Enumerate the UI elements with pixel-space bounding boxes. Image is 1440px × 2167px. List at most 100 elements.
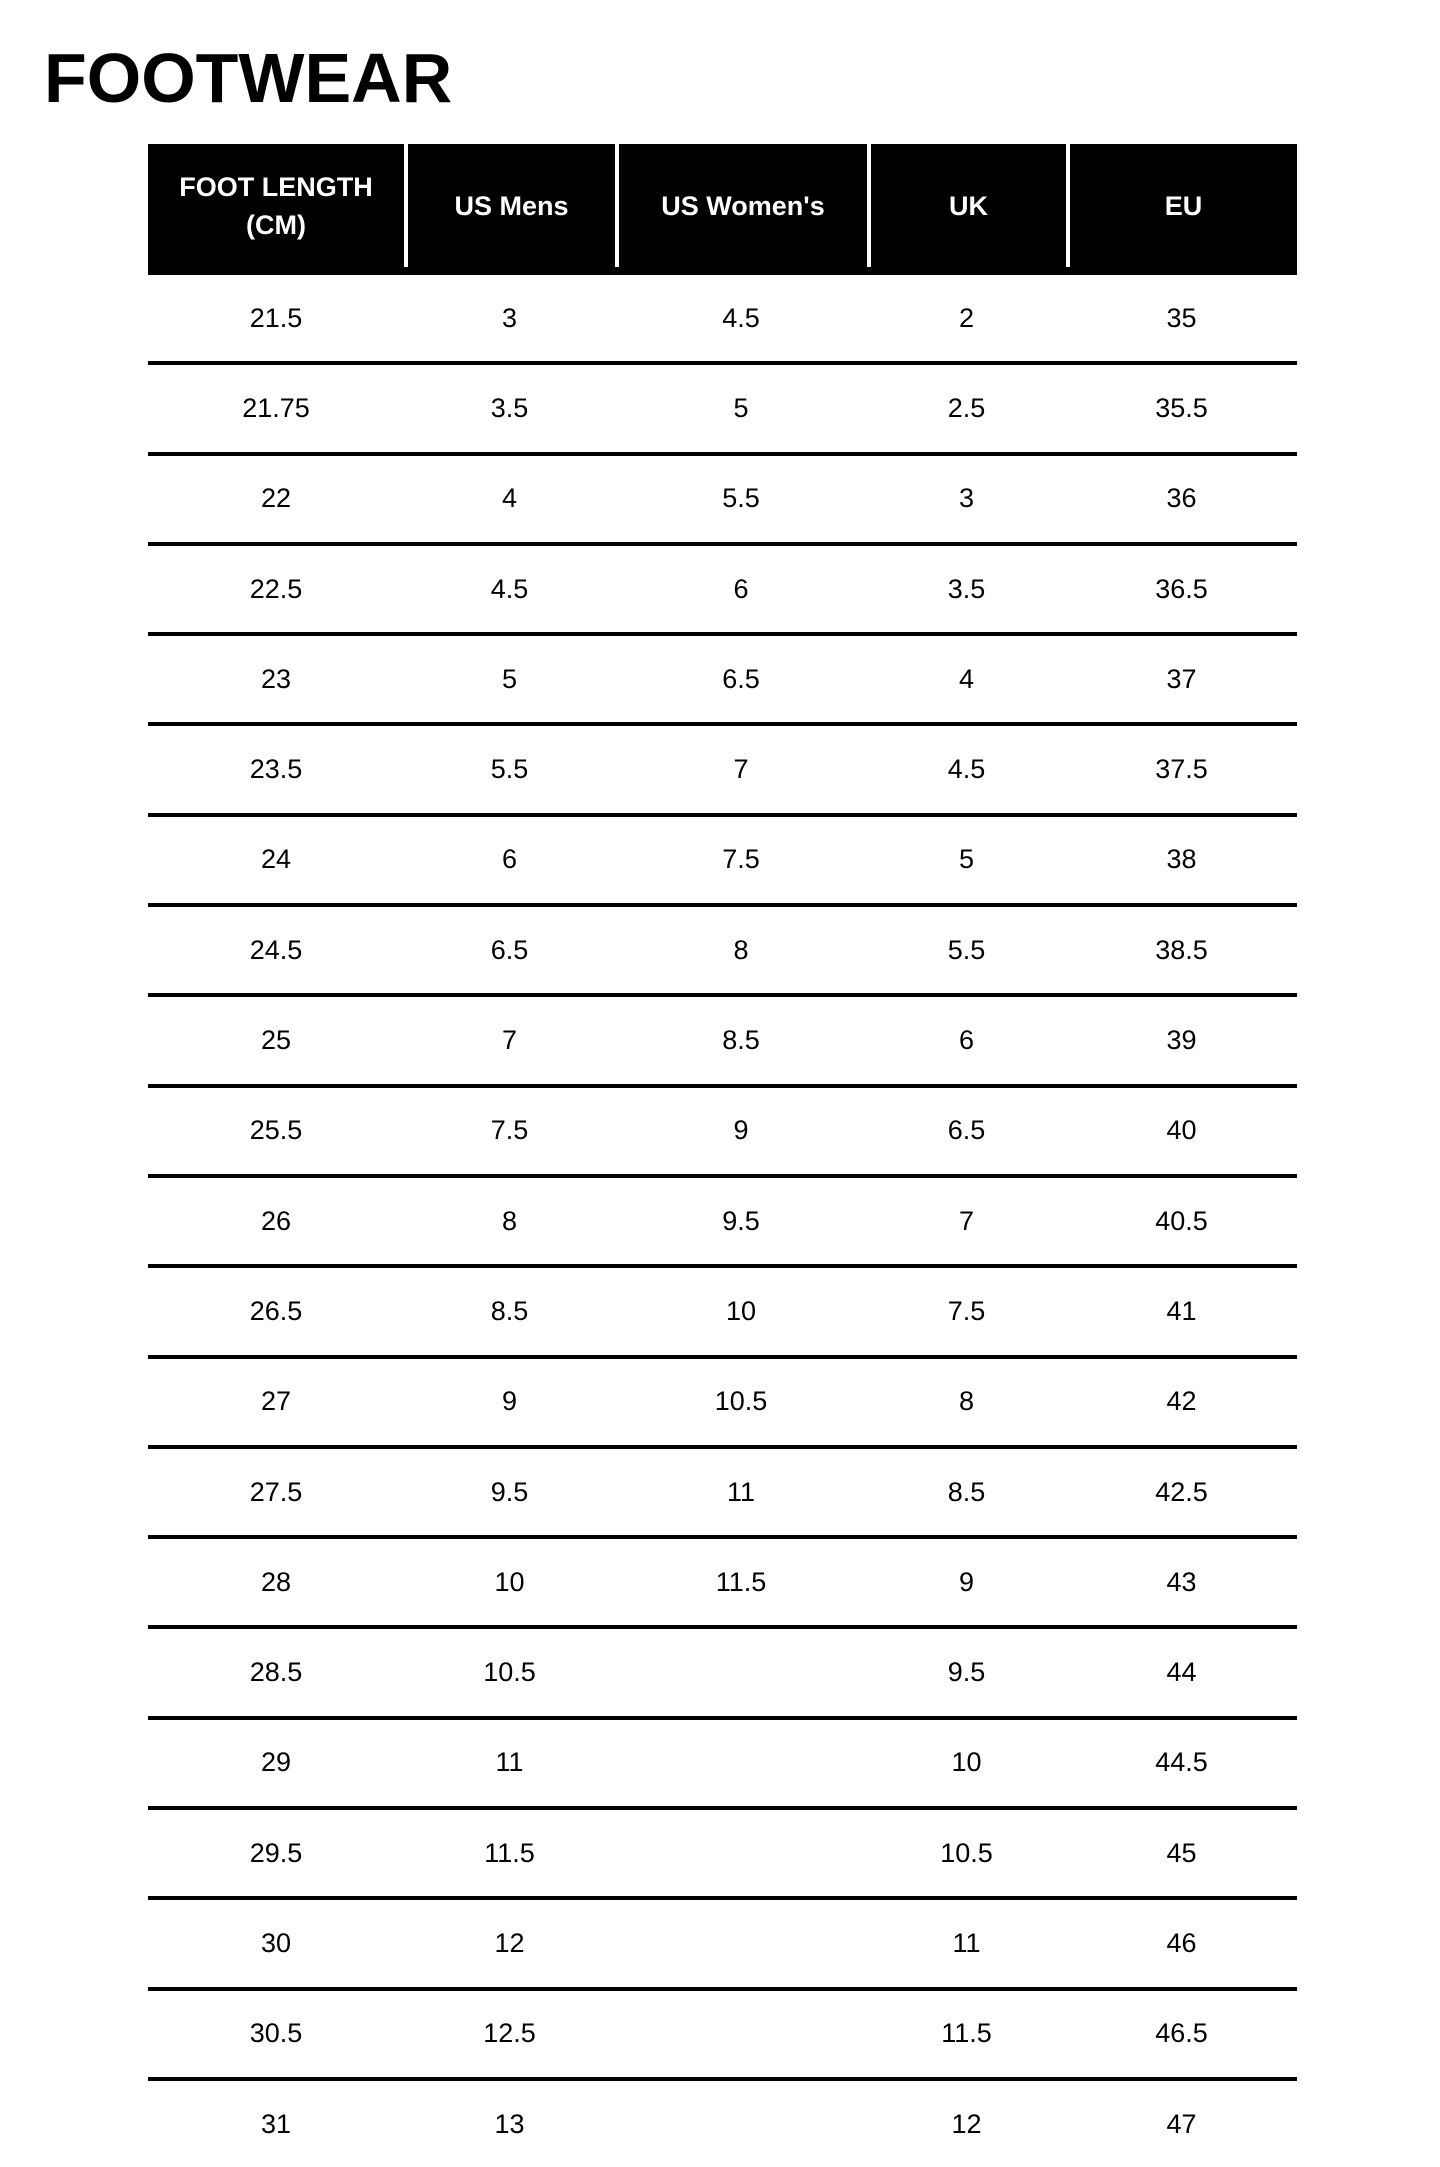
table-cell: 22 bbox=[260, 483, 292, 514]
column-header: UK bbox=[867, 144, 1066, 267]
table-row: 23 5 6.5 4 37 bbox=[148, 636, 1297, 727]
table-row: 23.5 5.5 7 4.5 37.5 bbox=[148, 726, 1297, 817]
table-row: 25.5 7.5 9 6.5 40 bbox=[148, 1088, 1297, 1178]
table-cell: 11 bbox=[952, 1927, 981, 1958]
table-cell: 12 bbox=[951, 2108, 982, 2139]
table-cell: 9.5 bbox=[722, 1205, 760, 1236]
table-cell: 30 bbox=[260, 1927, 292, 1958]
table-cell: 35 bbox=[1166, 302, 1197, 333]
table-cell: 7.5 bbox=[490, 1115, 529, 1146]
table-row: 31 13 12 47 bbox=[148, 2081, 1297, 2167]
table-cell: 23.5 bbox=[249, 754, 303, 785]
column-header: EU bbox=[1066, 144, 1297, 267]
table-cell: 45 bbox=[1166, 1837, 1197, 1868]
table-cell: 41 bbox=[1166, 1295, 1197, 1326]
table-row: 22 4 5.5 3 36 bbox=[148, 456, 1297, 546]
table-cell: 4.5 bbox=[947, 754, 986, 785]
table-cell: 25.5 bbox=[249, 1115, 303, 1146]
table-header: FOOT LENGTH (CM) US Mens US Women's UK EU bbox=[148, 144, 1297, 275]
table-cell: 7 bbox=[958, 1205, 975, 1236]
table-cell bbox=[615, 1720, 867, 1806]
table-cell: 5 bbox=[958, 844, 975, 875]
table-cell: 9.5 bbox=[490, 1476, 529, 1507]
table-cell: 11.5 bbox=[484, 1837, 535, 1868]
table-row: 24.5 6.5 8 5.5 38.5 bbox=[148, 907, 1297, 998]
table-cell: 6 bbox=[733, 573, 749, 604]
table-cell: 10 bbox=[951, 1747, 982, 1778]
table-cell: 26 bbox=[260, 1205, 292, 1236]
table-cell bbox=[615, 1900, 867, 1986]
table-cell: 3 bbox=[501, 302, 518, 333]
table-cell: 26.5 bbox=[249, 1295, 303, 1326]
table-row: 27.5 9.5 11 8.5 42.5 bbox=[148, 1449, 1297, 1540]
table-cell: 3 bbox=[958, 483, 975, 514]
table-cell bbox=[615, 1810, 867, 1896]
table-cell: 11 bbox=[495, 1747, 524, 1778]
table-cell: 9 bbox=[958, 1566, 975, 1597]
table-cell: 37 bbox=[1166, 663, 1197, 694]
table-cell: 29 bbox=[260, 1747, 292, 1778]
table-cell: 40.5 bbox=[1155, 1205, 1208, 1236]
table-cell: 36 bbox=[1166, 483, 1197, 514]
table-cell: 13 bbox=[494, 2108, 525, 2139]
table-cell: 29.5 bbox=[249, 1837, 303, 1868]
table-cell: 7.5 bbox=[722, 844, 760, 875]
table-cell: 31 bbox=[260, 2108, 292, 2139]
table-cell: 11.5 bbox=[715, 1566, 767, 1597]
table-row: 22.5 4.5 6 3.5 36.5 bbox=[148, 546, 1297, 637]
table-cell: 2 bbox=[958, 302, 975, 333]
table-cell: 5 bbox=[733, 392, 749, 423]
table-row: 26 8 9.5 7 40.5 bbox=[148, 1178, 1297, 1269]
table-cell: 44 bbox=[1166, 1657, 1197, 1688]
table-cell: 6 bbox=[501, 844, 518, 875]
table-cell: 2.5 bbox=[947, 392, 986, 423]
table-cell: 21.75 bbox=[242, 392, 310, 423]
table-cell bbox=[615, 2081, 867, 2167]
table-cell: 42 bbox=[1166, 1386, 1197, 1417]
table-cell: 10.5 bbox=[483, 1657, 536, 1688]
table-row: 26.5 8.5 10 7.5 41 bbox=[148, 1268, 1297, 1359]
table-cell: 10.5 bbox=[714, 1386, 768, 1417]
table-row: 30 12 11 46 bbox=[148, 1900, 1297, 1991]
table-cell: 30.5 bbox=[249, 2018, 303, 2049]
table-cell: 25 bbox=[260, 1025, 292, 1056]
table-cell: 5.5 bbox=[722, 483, 760, 514]
table-cell: 37.5 bbox=[1155, 754, 1208, 785]
table-cell: 9 bbox=[733, 1115, 749, 1146]
table-row: 30.5 12.5 11.5 46.5 bbox=[148, 1991, 1297, 2081]
table-cell: 8 bbox=[501, 1205, 518, 1236]
table-cell: 43 bbox=[1166, 1566, 1197, 1597]
table-cell: 10.5 bbox=[940, 1837, 993, 1868]
table-cell: 7.5 bbox=[947, 1295, 986, 1326]
table-cell: 4 bbox=[958, 663, 975, 694]
table-cell: 8 bbox=[958, 1386, 975, 1417]
table-cell: 9.5 bbox=[947, 1657, 986, 1688]
table-cell: 12.5 bbox=[483, 2018, 536, 2049]
table-cell: 36.5 bbox=[1155, 573, 1208, 604]
table-cell: 27 bbox=[260, 1386, 292, 1417]
table-cell: 10 bbox=[494, 1566, 525, 1597]
table-cell: 8.5 bbox=[722, 1025, 760, 1056]
table-cell: 6.5 bbox=[947, 1115, 986, 1146]
table-cell: 11 bbox=[726, 1476, 756, 1507]
table-cell: 7 bbox=[733, 754, 749, 785]
table-row: 24 6 7.5 5 38 bbox=[148, 817, 1297, 908]
table-cell: 8.5 bbox=[947, 1476, 986, 1507]
table-cell: 6.5 bbox=[490, 934, 529, 965]
table-cell: 27.5 bbox=[249, 1476, 303, 1507]
table-cell bbox=[615, 1991, 867, 2077]
table-cell: 8 bbox=[733, 934, 749, 965]
table-cell: 44.5 bbox=[1155, 1747, 1208, 1778]
table-cell: 23 bbox=[260, 663, 292, 694]
table-cell: 39 bbox=[1166, 1025, 1197, 1056]
table-cell: 40 bbox=[1166, 1115, 1197, 1146]
column-header: US Mens bbox=[404, 144, 615, 267]
table-cell: 21.5 bbox=[249, 302, 303, 333]
table-row: 27 9 10.5 8 42 bbox=[148, 1359, 1297, 1449]
table-cell: 47 bbox=[1166, 2108, 1197, 2139]
table-row: 21.75 3.5 5 2.5 35.5 bbox=[148, 365, 1297, 456]
table-cell: 5 bbox=[501, 663, 518, 694]
table-row: 29 11 10 44.5 bbox=[148, 1720, 1297, 1811]
table-cell: 46.5 bbox=[1155, 2018, 1208, 2049]
size-chart-table: FOOT LENGTH (CM) US Mens US Women's UK EU 21… bbox=[148, 144, 1297, 2167]
